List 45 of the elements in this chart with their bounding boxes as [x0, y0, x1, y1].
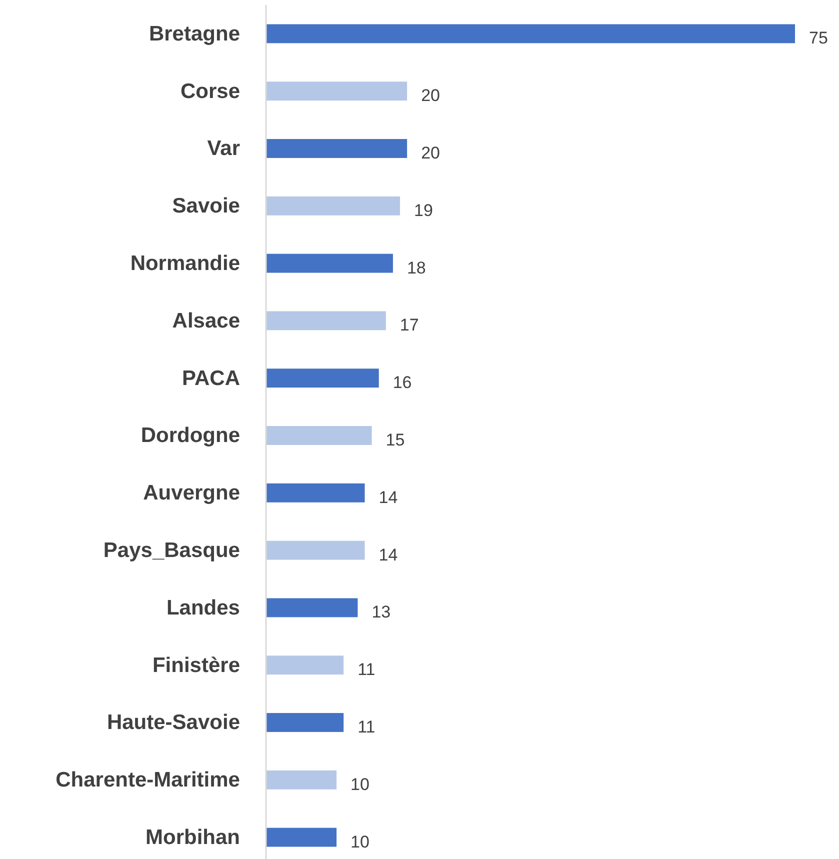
y-tick-label: Finistère	[152, 654, 240, 677]
y-tick-label: Normandie	[130, 252, 240, 276]
data-label: 10	[350, 832, 370, 852]
data-label: 16	[392, 373, 412, 392]
bar	[266, 426, 372, 445]
data-label: 14	[378, 488, 398, 507]
data-label: 14	[378, 545, 398, 564]
bar	[266, 540, 365, 560]
y-tick-label: Landes	[166, 596, 240, 620]
y-tick-label: Savoie	[172, 194, 240, 218]
y-tick-label: Charente-Maritime	[56, 768, 240, 792]
y-tick-label: PACA	[182, 366, 240, 390]
y-tick-label: Alsace	[172, 309, 240, 332]
y-tick-label: Corse	[180, 80, 240, 103]
data-label: 15	[386, 430, 405, 450]
bar	[266, 82, 408, 101]
bar	[266, 311, 386, 330]
bar	[266, 770, 337, 790]
y-tick-label: Bretagne	[148, 22, 240, 46]
bar	[266, 483, 365, 502]
y-tick-label: Haute-Savoie	[106, 711, 240, 734]
data-label: 17	[400, 316, 419, 335]
bar	[266, 828, 337, 847]
data-label: 75	[809, 28, 828, 48]
bar	[266, 713, 344, 732]
bar	[266, 24, 795, 44]
y-tick-label: Dordogne	[140, 424, 240, 448]
y-tick-label: Var	[207, 137, 240, 160]
y-tick-label: Morbihan	[146, 826, 240, 850]
data-label: 19	[414, 200, 433, 220]
data-label: 11	[358, 718, 376, 736]
y-tick-label: Auvergne	[143, 482, 240, 505]
data-label: 20	[421, 144, 440, 162]
bar	[266, 254, 393, 273]
data-label: 13	[372, 602, 391, 622]
data-label: 20	[421, 86, 440, 106]
data-label: 11	[358, 660, 376, 680]
data-label: 18	[406, 258, 426, 278]
bar	[266, 368, 379, 388]
bar	[266, 196, 400, 216]
bar	[266, 656, 344, 675]
data-label: 10	[350, 774, 370, 794]
y-tick-label: Pays_Basque	[103, 539, 240, 562]
bar	[266, 139, 408, 158]
bar	[266, 598, 358, 618]
